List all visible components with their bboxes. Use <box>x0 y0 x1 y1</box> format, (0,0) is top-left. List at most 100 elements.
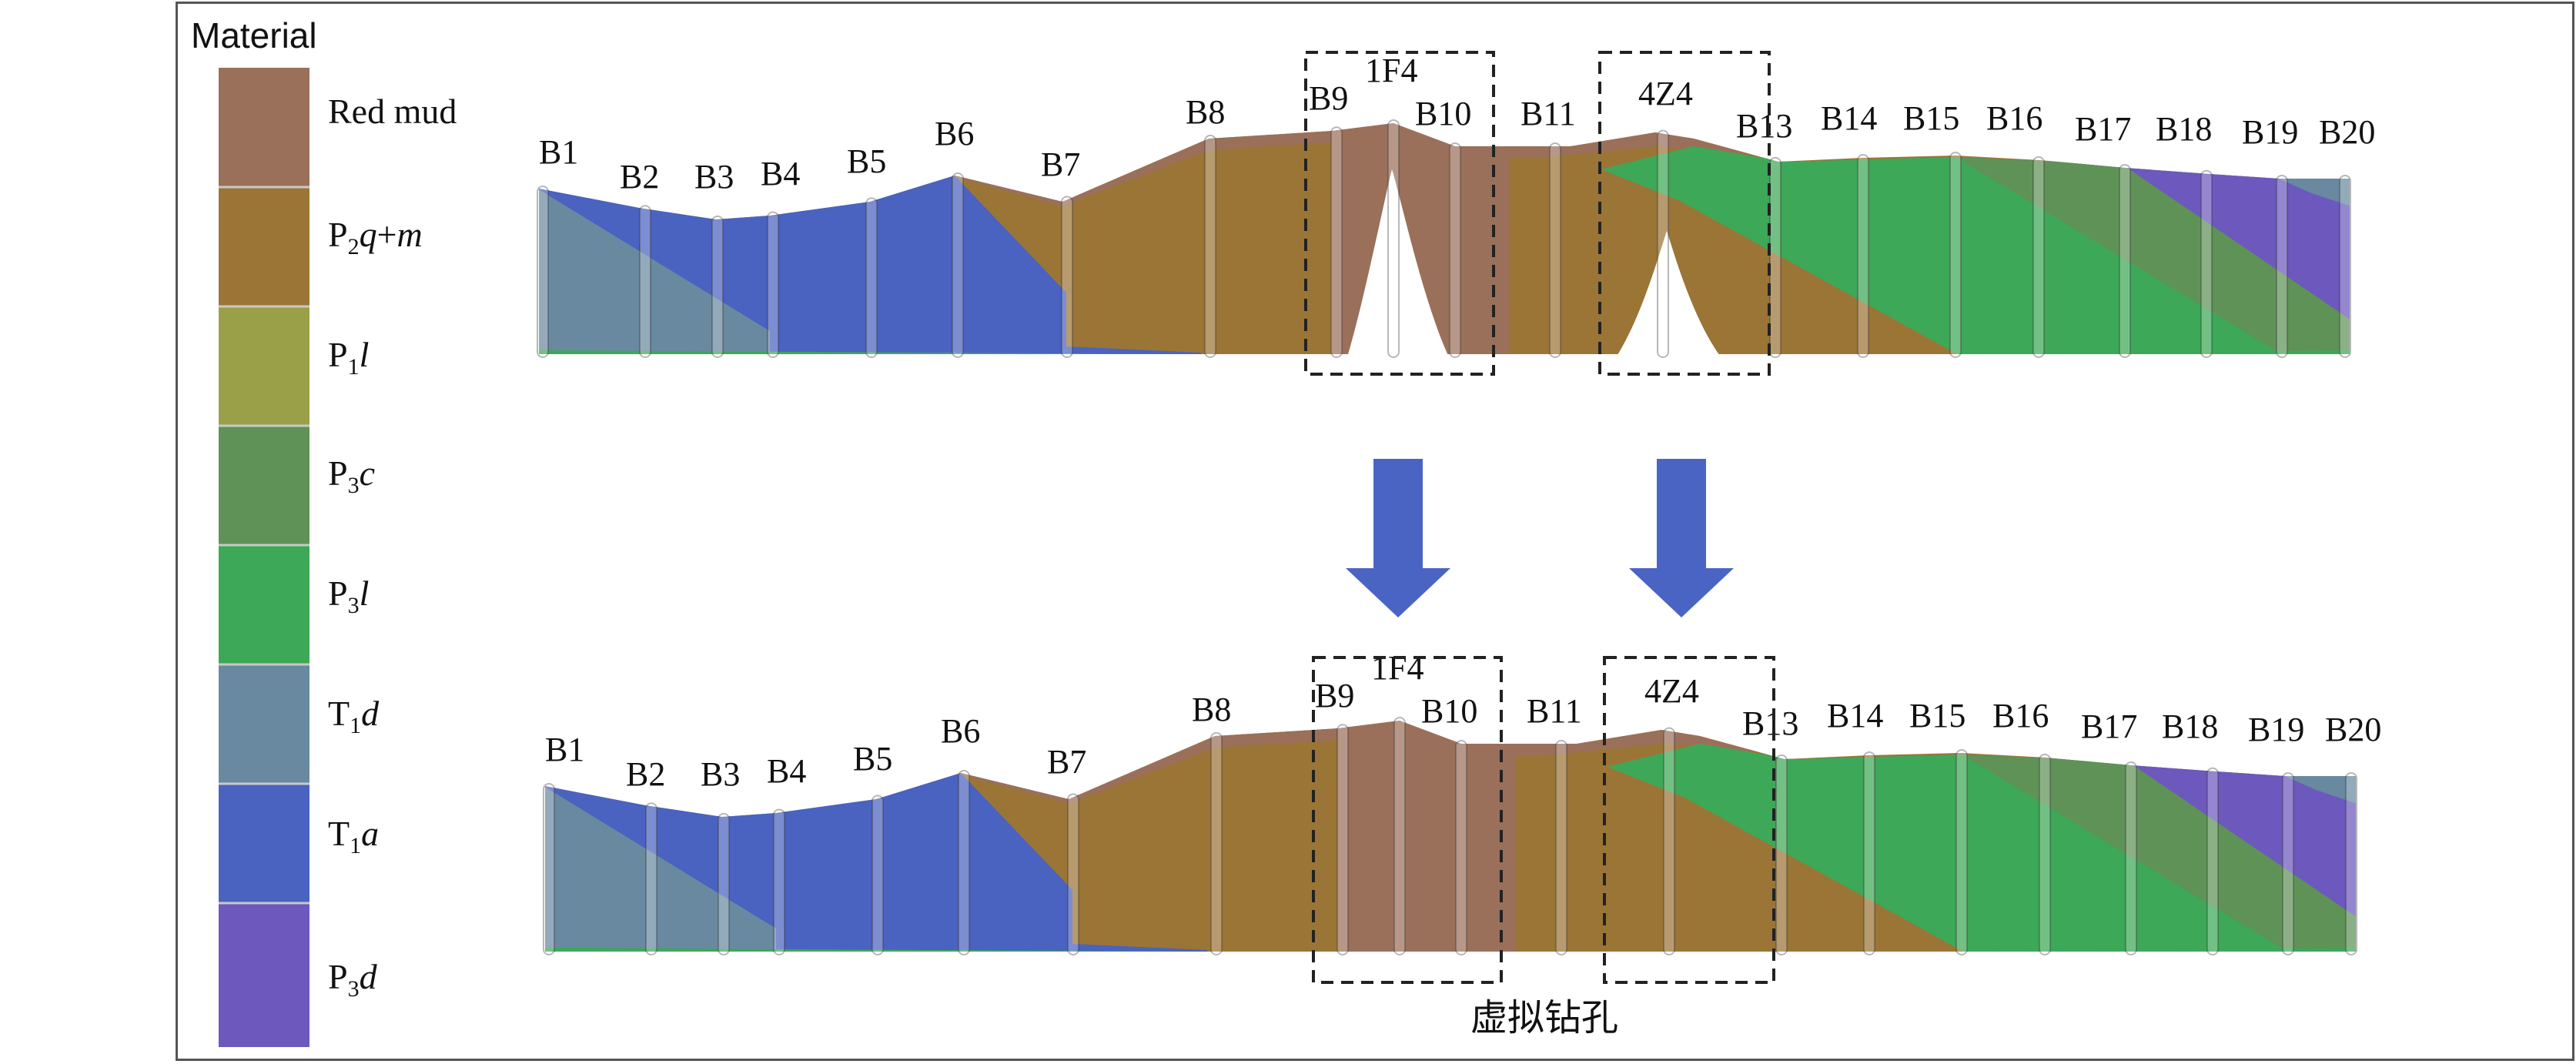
borehole-column <box>773 808 785 956</box>
stratum-p2qm-right <box>1607 798 1977 952</box>
borehole-label: B1 <box>545 731 584 768</box>
stratum-p3l-base-right <box>1971 350 2350 354</box>
borehole-column <box>1769 156 1781 358</box>
stratum-t1d-right <box>2285 776 2356 805</box>
borehole-label: B7 <box>1047 743 1086 781</box>
legend-swatch-p1l <box>219 306 309 426</box>
borehole-label: B8 <box>1186 93 1225 131</box>
borehole-labels: B1 B2 B3 B4 B5 B6 B7 B8 B9 1F4 B10 B11 4Z4 B13 B14 B15 B… <box>545 649 2381 793</box>
borehole-label: B8 <box>1192 691 1231 728</box>
figure-frame <box>176 2 2574 1061</box>
stratum-p3l-base-left <box>545 948 1207 952</box>
borehole-column <box>543 782 555 956</box>
borehole-column <box>2039 753 2051 956</box>
borehole-label: B15 <box>1909 697 1965 734</box>
borehole-column <box>2119 164 2131 358</box>
borehole-column <box>2282 772 2294 955</box>
borehole-column <box>1549 142 1561 358</box>
borehole-column <box>2206 767 2219 956</box>
borehole-labels: B1 B2 B3 B4 B5 B6 B7 B8 B9 1F4 B10 B11 4Z4 B13 B14 B15 B… <box>539 52 2375 196</box>
borehole-label: B5 <box>853 740 892 778</box>
borehole-column <box>2125 761 2137 955</box>
borehole-label: B11 <box>1521 95 1576 132</box>
legend-label-7: P3d <box>328 957 378 1002</box>
legend-label-2: P1l <box>328 335 369 380</box>
borehole-column <box>1393 717 1406 955</box>
borehole-label: 4Z4 <box>1638 75 1693 112</box>
borehole-column <box>1663 727 1675 955</box>
borehole-label: B14 <box>1827 697 1883 734</box>
void-4z4 <box>1613 231 1725 354</box>
bottom-cross-section: B1 B2 B3 B4 B5 B6 B7 B8 B9 1F4 B10 B11 4Z4 B13 B14 B15 B… <box>543 649 2381 956</box>
borehole-column <box>871 795 884 956</box>
borehole-column <box>1455 740 1467 955</box>
borehole-label: B4 <box>767 752 806 790</box>
void-1f4 <box>1346 169 1451 354</box>
borehole-column <box>1330 126 1343 358</box>
stratum-p2qm-wedge <box>961 768 1072 890</box>
borehole-label: B6 <box>935 115 974 152</box>
borehole-label: B13 <box>1742 704 1798 742</box>
borehole-columns <box>543 717 2357 956</box>
borehole-label: B11 <box>1527 692 1582 730</box>
stratum-p3d <box>2131 764 2356 921</box>
down-arrow-left <box>1346 459 1450 617</box>
borehole-label: B16 <box>1986 99 2042 137</box>
legend-label-0: Red mud <box>328 92 457 131</box>
down-arrow-right <box>1629 459 1734 617</box>
stratum-p3c <box>1955 157 2350 354</box>
borehole-column <box>952 172 964 358</box>
borehole-label: B2 <box>620 158 659 196</box>
highlight-boxes <box>1304 51 1775 984</box>
stratum-t1d-left <box>545 782 776 952</box>
legend-label-3: P3c <box>328 453 375 498</box>
borehole-label: B14 <box>1821 99 1877 137</box>
borehole-label: B20 <box>2325 711 2381 748</box>
borehole-column <box>639 205 651 359</box>
borehole-column <box>1337 724 1349 955</box>
borehole-label: B10 <box>1415 95 1471 132</box>
borehole-label: 4Z4 <box>1644 672 1699 710</box>
legend-swatch-p3c <box>219 426 309 545</box>
borehole-column <box>1863 751 1875 955</box>
legend-title: Material <box>191 15 317 55</box>
legend-labels: Red mud P2q+m P1l P3c P3l T1d T1a P3d <box>328 92 457 1002</box>
borehole-column <box>1449 142 1461 358</box>
borehole-label: B5 <box>847 142 886 180</box>
borehole-column <box>865 197 878 358</box>
legend-dividers <box>219 186 309 905</box>
borehole-label: B3 <box>694 158 734 196</box>
legend-label-1: P2q+m <box>328 215 423 259</box>
borehole-label: 1F4 <box>1365 52 1417 89</box>
legend-label-4: P3l <box>328 574 369 618</box>
stratum-p2qm-wedge <box>955 171 1066 293</box>
borehole-columns <box>537 119 2351 359</box>
legend-swatch-p2qm <box>219 187 309 306</box>
borehole-column <box>1210 731 1223 955</box>
borehole-label: B18 <box>2162 708 2218 745</box>
borehole-label: B17 <box>2075 110 2131 148</box>
legend-swatch-p3d <box>219 903 309 1047</box>
borehole-column <box>1067 793 1079 955</box>
borehole-label: B9 <box>1315 677 1354 714</box>
borehole-label: B7 <box>1041 146 1080 183</box>
legend-label-6: T1a <box>328 814 379 858</box>
borehole-label: B20 <box>2319 113 2375 151</box>
borehole-column <box>718 812 730 956</box>
stratum-red-mud-core <box>1338 722 1515 952</box>
highlight-box-bottom-1f4 <box>1312 656 1503 984</box>
borehole-label: B4 <box>761 155 800 192</box>
borehole-column <box>2276 175 2288 358</box>
borehole-column <box>1657 129 1669 358</box>
borehole-label: B18 <box>2156 110 2212 148</box>
borehole-label: B2 <box>626 755 665 793</box>
borehole-column <box>1204 134 1216 358</box>
borehole-label: B6 <box>941 712 980 750</box>
borehole-label: B3 <box>701 755 740 793</box>
borehole-column <box>711 215 724 358</box>
borehole-label: B16 <box>1992 697 2049 734</box>
borehole-column <box>537 185 549 358</box>
legend: Material Red mud P2q+m P1l P3c P3l T1d T1a P3d <box>191 15 457 1047</box>
borehole-column <box>2200 169 2213 358</box>
highlight-box-top-4z4 <box>1598 51 1771 376</box>
